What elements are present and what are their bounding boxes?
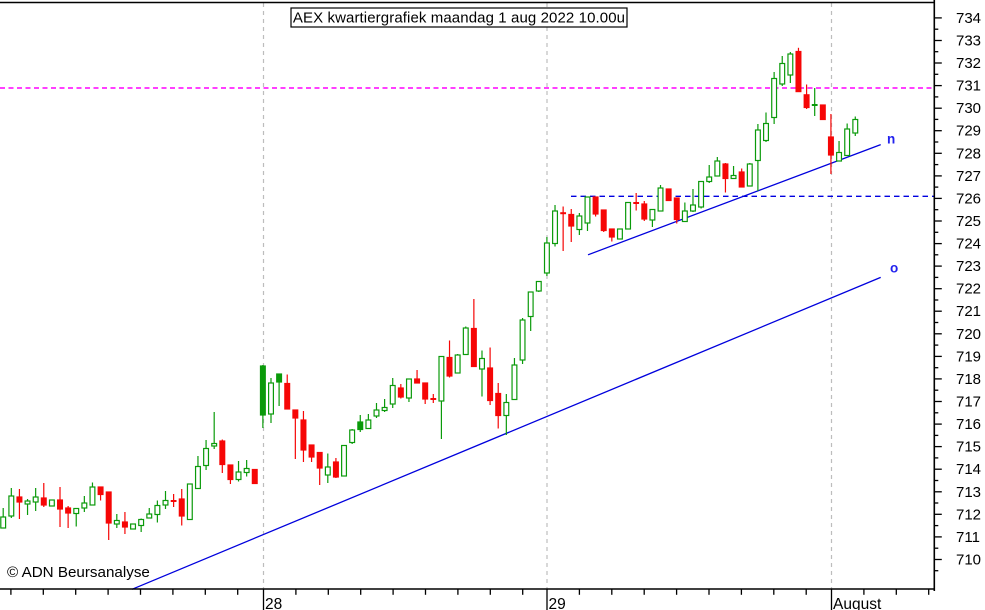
svg-text:728: 728 bbox=[956, 145, 981, 162]
svg-text:724: 724 bbox=[956, 236, 981, 253]
svg-text:718: 718 bbox=[956, 371, 981, 388]
svg-text:712: 712 bbox=[956, 506, 981, 523]
svg-text:August: August bbox=[833, 596, 882, 610]
svg-text:730: 730 bbox=[956, 100, 981, 117]
svg-text:721: 721 bbox=[956, 303, 981, 320]
svg-text:731: 731 bbox=[956, 78, 981, 95]
svg-text:© ADN Beursanalyse: © ADN Beursanalyse bbox=[7, 564, 150, 581]
svg-text:29: 29 bbox=[549, 596, 566, 610]
svg-text:734: 734 bbox=[956, 10, 981, 27]
svg-text:717: 717 bbox=[956, 394, 981, 411]
svg-text:725: 725 bbox=[956, 213, 981, 230]
svg-text:726: 726 bbox=[956, 190, 981, 207]
svg-text:733: 733 bbox=[956, 33, 981, 50]
svg-text:711: 711 bbox=[956, 529, 980, 546]
svg-text:732: 732 bbox=[956, 55, 981, 72]
svg-text:n: n bbox=[887, 132, 895, 147]
svg-text:28: 28 bbox=[265, 596, 282, 610]
svg-text:722: 722 bbox=[956, 281, 981, 298]
svg-text:AEX kwartiergrafiek maandag 1: AEX kwartiergrafiek maandag 1 aug 2022 1… bbox=[293, 10, 625, 27]
svg-text:715: 715 bbox=[956, 439, 981, 456]
svg-text:727: 727 bbox=[956, 168, 981, 185]
svg-text:720: 720 bbox=[956, 326, 981, 343]
svg-text:710: 710 bbox=[956, 552, 981, 569]
svg-text:719: 719 bbox=[956, 348, 981, 365]
svg-text:713: 713 bbox=[956, 484, 981, 501]
svg-text:729: 729 bbox=[956, 123, 981, 140]
svg-text:o: o bbox=[890, 261, 898, 276]
svg-text:716: 716 bbox=[956, 416, 981, 433]
svg-text:723: 723 bbox=[956, 258, 981, 275]
svg-text:714: 714 bbox=[956, 461, 981, 478]
